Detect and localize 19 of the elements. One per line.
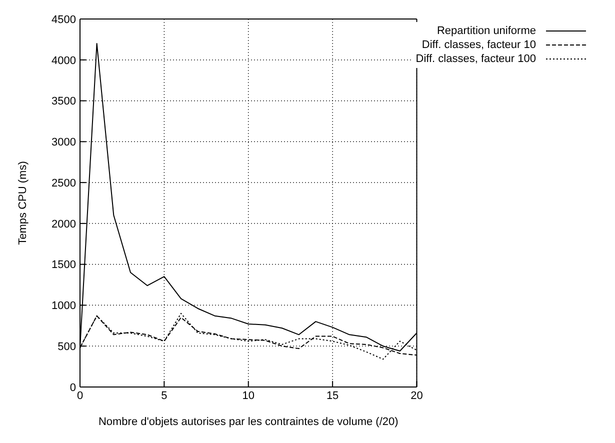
legend-label: Diff. classes, facteur 100 (416, 52, 536, 66)
x-tick-label: 15 (326, 390, 339, 402)
x-axis-title: Nombre d'objets autorises par les contraintes de volume (/20) (98, 416, 398, 428)
y-tick-label: 1000 (52, 300, 76, 312)
x-tick-label: 5 (161, 390, 168, 402)
y-tick-label: 2500 (52, 177, 76, 190)
y-tick-label: 4000 (52, 54, 76, 67)
y-tick-label: 2000 (52, 218, 76, 230)
y-tick-label: 4500 (52, 14, 76, 26)
x-tick-label: 10 (242, 390, 254, 402)
y-tick-label: 0 (70, 382, 76, 394)
y-tick-label: 3000 (52, 136, 76, 149)
legend-label: Diff. classes, facteur 10 (422, 38, 536, 52)
y-tick-label: 1500 (52, 259, 76, 272)
legend-label: Repartition uniforme (436, 24, 536, 38)
y-tick-label: 500 (58, 341, 76, 354)
x-tick-label: 20 (410, 390, 423, 402)
y-tick-label: 3500 (52, 96, 76, 108)
y-axis-title: Temps CPU (ms) (16, 161, 29, 245)
